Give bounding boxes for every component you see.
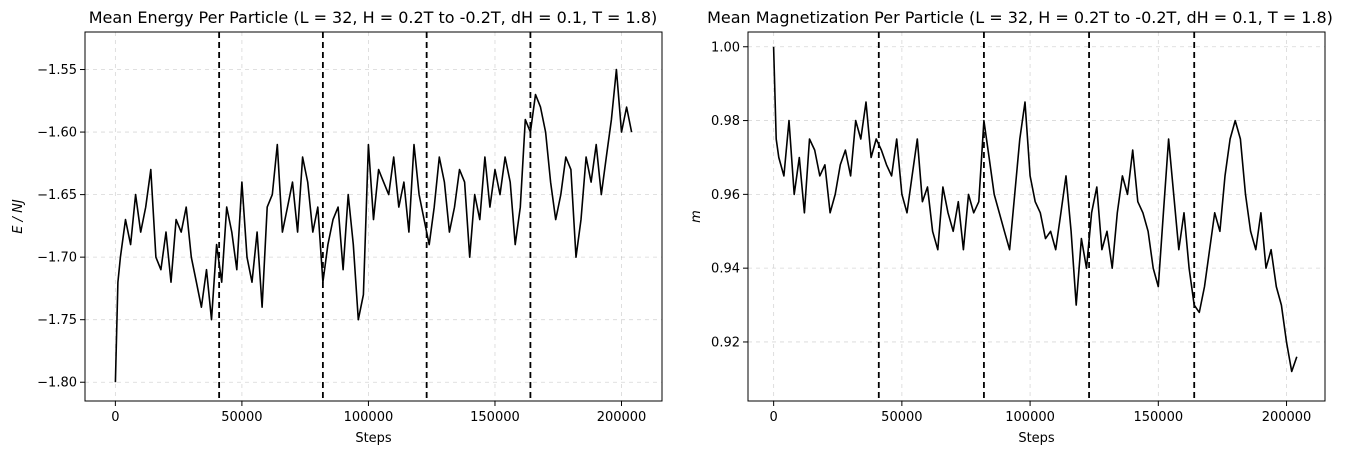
x-tick-label: 100000	[1005, 410, 1055, 425]
y-tick-label: −1.80	[37, 376, 77, 391]
x-tick-label: 0	[111, 410, 119, 425]
x-tick-label: 0	[770, 410, 778, 425]
x-tick-label: 200000	[597, 410, 647, 425]
series-line	[772, 46, 1298, 373]
x-tick-label: 100000	[344, 410, 394, 425]
x-axis-label: Steps	[355, 431, 392, 446]
x-tick-label: 150000	[1133, 410, 1183, 425]
chart-title: Mean Magnetization Per Particle (L = 32,…	[707, 8, 1333, 27]
series-line	[114, 68, 633, 383]
y-tick-label: 0.96	[711, 188, 740, 203]
x-tick-label: 50000	[221, 410, 262, 425]
y-tick-label: 1.00	[711, 40, 740, 55]
x-tick-label: 200000	[1262, 410, 1312, 425]
y-tick-label: −1.60	[37, 126, 77, 141]
x-axis-label: Steps	[1018, 431, 1055, 446]
plot-frame	[84, 31, 663, 402]
energy-chart: 0 50000 100000 150000 200000 −1.80 −1.75 −1.70 −…	[11, 8, 663, 446]
y-tick-label: −1.55	[37, 63, 77, 78]
y-axis-label: E / NJ	[11, 199, 26, 234]
x-tick-label: 150000	[470, 410, 520, 425]
y-axis-label: m	[689, 210, 704, 223]
chart-title: Mean Energy Per Particle (L = 32, H = 0.…	[89, 8, 657, 27]
y-tick-label: −1.65	[37, 188, 77, 203]
y-tick-label: 0.98	[711, 114, 740, 129]
x-tick-label: 50000	[881, 410, 922, 425]
y-tick-label: 0.94	[711, 262, 740, 277]
y-tick-label: −1.70	[37, 251, 77, 266]
magnetization-chart: 0 50000 100000 150000 200000 0.92 0.94 0.96 0.98…	[689, 8, 1333, 446]
y-tick-label: 0.92	[711, 335, 740, 350]
y-tick-label: −1.75	[37, 313, 77, 328]
plot-frame	[747, 31, 1326, 402]
